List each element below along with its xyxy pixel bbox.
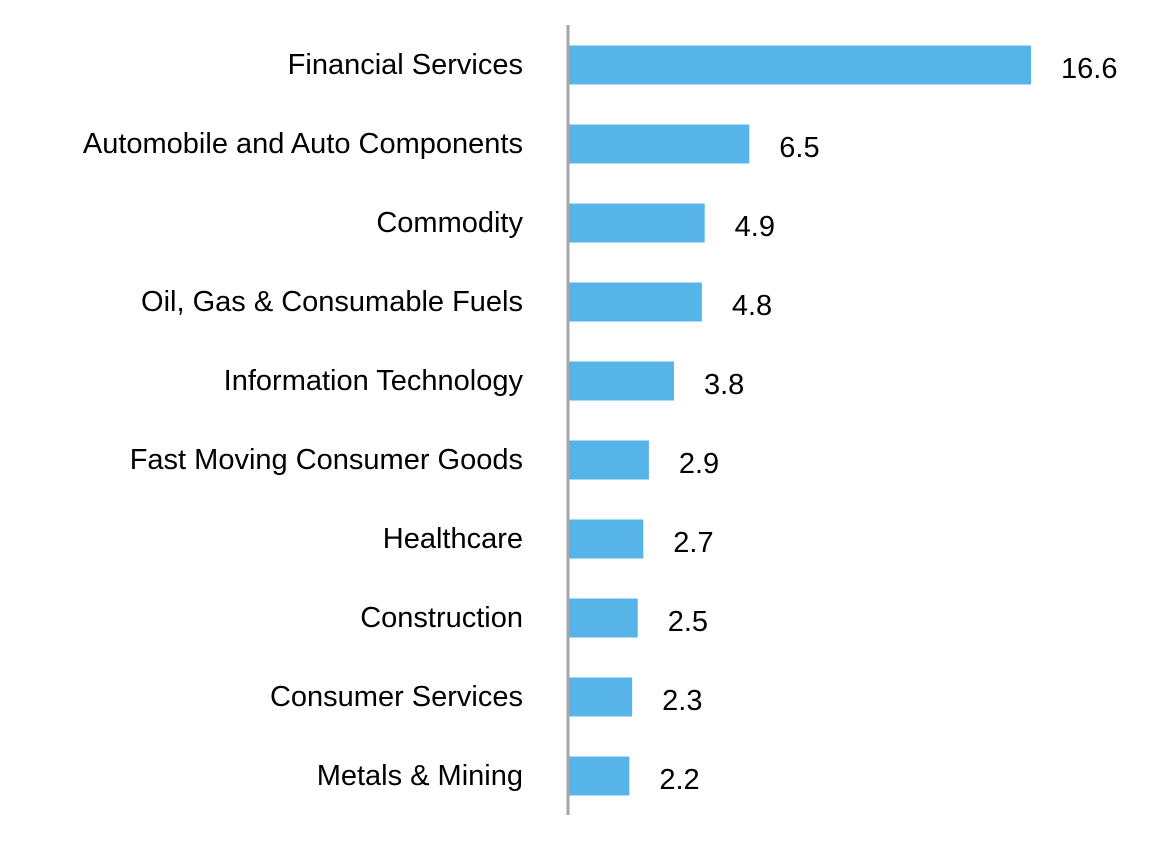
bars-group bbox=[568, 45, 1031, 796]
category-label: Information Technology bbox=[224, 365, 524, 397]
bar-6 bbox=[568, 519, 644, 559]
data-label: 2.5 bbox=[668, 606, 708, 638]
category-label: Oil, Gas & Consumable Fuels bbox=[141, 286, 523, 318]
data-label: 6.5 bbox=[779, 132, 819, 164]
bar-4 bbox=[568, 361, 674, 401]
bar-1 bbox=[568, 124, 750, 164]
bar-5 bbox=[568, 440, 649, 480]
bar-8 bbox=[568, 677, 633, 717]
data-label: 2.9 bbox=[679, 448, 719, 480]
category-label: Commodity bbox=[376, 207, 523, 239]
category-label: Consumer Services bbox=[270, 681, 523, 713]
category-label: Fast Moving Consumer Goods bbox=[130, 444, 523, 476]
data-label: 2.3 bbox=[662, 685, 702, 717]
category-label: Metals & Mining bbox=[317, 760, 523, 792]
bar-7 bbox=[568, 598, 638, 638]
data-label: 4.9 bbox=[735, 211, 775, 243]
category-label: Automobile and Auto Components bbox=[83, 128, 523, 160]
data-label: 16.6 bbox=[1061, 53, 1117, 85]
data-label: 3.8 bbox=[704, 369, 744, 401]
bar-3 bbox=[568, 282, 702, 322]
bar-0 bbox=[568, 45, 1031, 85]
data-label: 4.8 bbox=[732, 290, 772, 322]
data-label: 2.7 bbox=[673, 527, 713, 559]
category-label: Healthcare bbox=[383, 523, 523, 555]
category-label: Financial Services bbox=[288, 49, 523, 81]
value-labels: 16.6 6.5 4.9 4.8 3.8 2.9 2.7 2.5 2.3 2.2 bbox=[659, 53, 1117, 796]
bar-9 bbox=[568, 756, 630, 796]
category-label: Construction bbox=[360, 602, 523, 634]
category-labels: Financial Services Automobile and Auto Co… bbox=[83, 49, 524, 792]
bar-2 bbox=[568, 203, 705, 243]
data-label: 2.2 bbox=[659, 764, 699, 796]
